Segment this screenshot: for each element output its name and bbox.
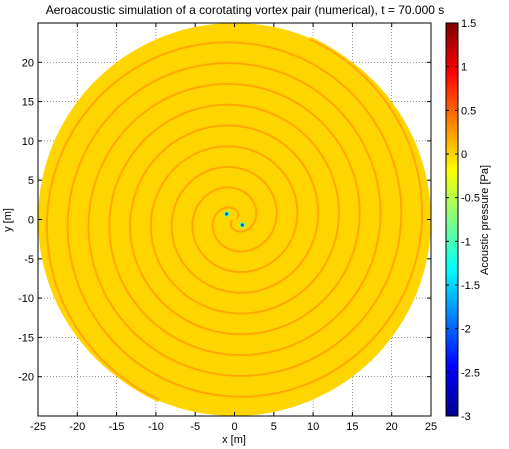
- x-tick-label: 15: [346, 421, 358, 433]
- pressure-field-disk: [38, 23, 431, 416]
- spiral-wavefronts: [44, 36, 425, 403]
- x-tick-label: 25: [425, 421, 437, 433]
- x-tick-label: -5: [190, 421, 200, 433]
- colorbar-label: Acoustic pressure [Pa]: [479, 165, 491, 275]
- x-tick-label: 0: [231, 421, 237, 433]
- spiral-arm-trough: [65, 36, 425, 400]
- colorbar: 1.5 1 0.5 0 -0.5 -1 -1.5 -2 -2.5 -3 Acoustic pres…: [445, 18, 491, 423]
- y-tick-label: 10: [22, 136, 34, 148]
- spiral-arm-crest: [66, 38, 424, 398]
- colorbar-tick-label: -1.5: [461, 280, 480, 292]
- x-tick-label: -10: [148, 421, 164, 433]
- x-tick-label: -15: [109, 421, 125, 433]
- vortex-core: [240, 223, 244, 227]
- colorbar-tick-label: 0.5: [461, 105, 476, 117]
- x-tick-label: 20: [386, 421, 398, 433]
- y-tick-label: 20: [22, 57, 34, 69]
- colorbar-tick-label: 1: [461, 62, 467, 74]
- y-tick-label: -5: [24, 254, 34, 266]
- x-axis: -25 -20 -15 -10 -5 0 5 10 15 20 25: [30, 23, 437, 433]
- x-tick-label: 10: [307, 421, 319, 433]
- y-tick-label: 15: [22, 97, 34, 109]
- colorbar-gradient: [446, 23, 458, 416]
- x-tick-label: -25: [30, 421, 46, 433]
- y-tick-label: -15: [18, 332, 34, 344]
- colorbar-frame: [445, 22, 459, 417]
- vortex-markers: [223, 210, 246, 229]
- y-tick-label: 5: [28, 175, 34, 187]
- y-tick-label: -10: [18, 293, 34, 305]
- vortex-core: [225, 212, 229, 216]
- x-tick-label: -20: [69, 421, 85, 433]
- colorbar-ticks: 1.5 1 0.5 0 -0.5 -1 -1.5 -2 -2.5 -3: [446, 18, 480, 423]
- colorbar-tick-label: -1: [461, 236, 471, 248]
- y-axis-label: y [m]: [2, 208, 14, 232]
- colorbar-tick-label: -2.5: [461, 367, 480, 379]
- spiral-arm-trough: [44, 39, 404, 403]
- colorbar-tick-label: 1.5: [461, 18, 476, 30]
- colorbar-tick-label: -0.5: [461, 193, 480, 205]
- colorbar-tick-label: -3: [461, 411, 471, 423]
- y-tick-label: 0: [28, 215, 34, 227]
- y-axis: -20 -15 -10 -5 0 5 10 15 20: [18, 57, 431, 384]
- spiral-arm-crest: [45, 41, 403, 401]
- x-axis-label: x [m]: [222, 434, 246, 446]
- plot-area: [37, 22, 432, 417]
- colorbar-tick-label: 0: [461, 149, 467, 161]
- y-tick-label: -20: [18, 372, 34, 384]
- chart-title: Aeroacoustic simulation of a corotating …: [46, 3, 445, 17]
- x-tick-label: 5: [271, 421, 277, 433]
- colorbar-tick-label: -2: [461, 324, 471, 336]
